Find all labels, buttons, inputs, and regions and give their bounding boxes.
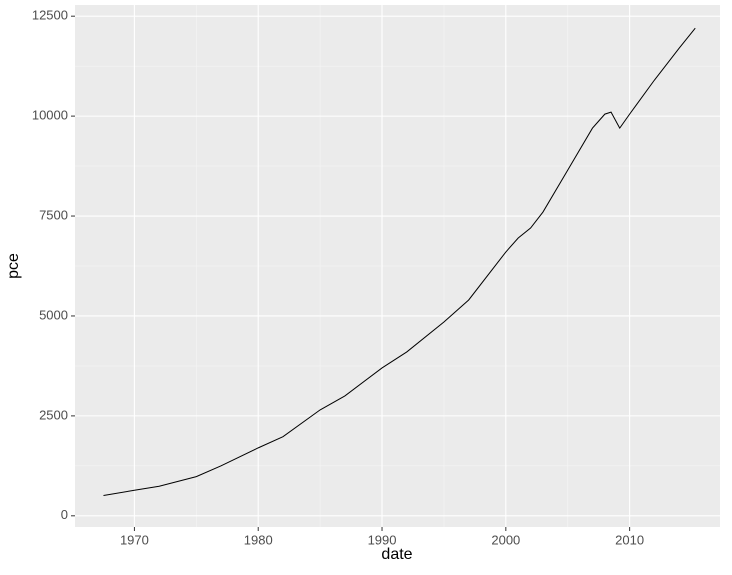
y-axis-title: pce <box>5 253 22 279</box>
y-tick-label: 2500 <box>39 407 68 422</box>
y-tick-label: 12500 <box>32 8 68 23</box>
x-axis-title: date <box>381 546 412 563</box>
x-tick-label: 1980 <box>244 532 273 547</box>
y-tick-label: 5000 <box>39 307 68 322</box>
x-tick-label: 1990 <box>368 532 397 547</box>
x-tick-label: 1970 <box>120 532 149 547</box>
y-tick-label: 7500 <box>39 207 68 222</box>
x-tick-label: 2010 <box>615 532 644 547</box>
y-tick-label: 10000 <box>32 108 68 123</box>
y-tick-label: 0 <box>61 507 68 522</box>
line <box>103 27 696 497</box>
x-tick-label: 2000 <box>491 532 520 547</box>
